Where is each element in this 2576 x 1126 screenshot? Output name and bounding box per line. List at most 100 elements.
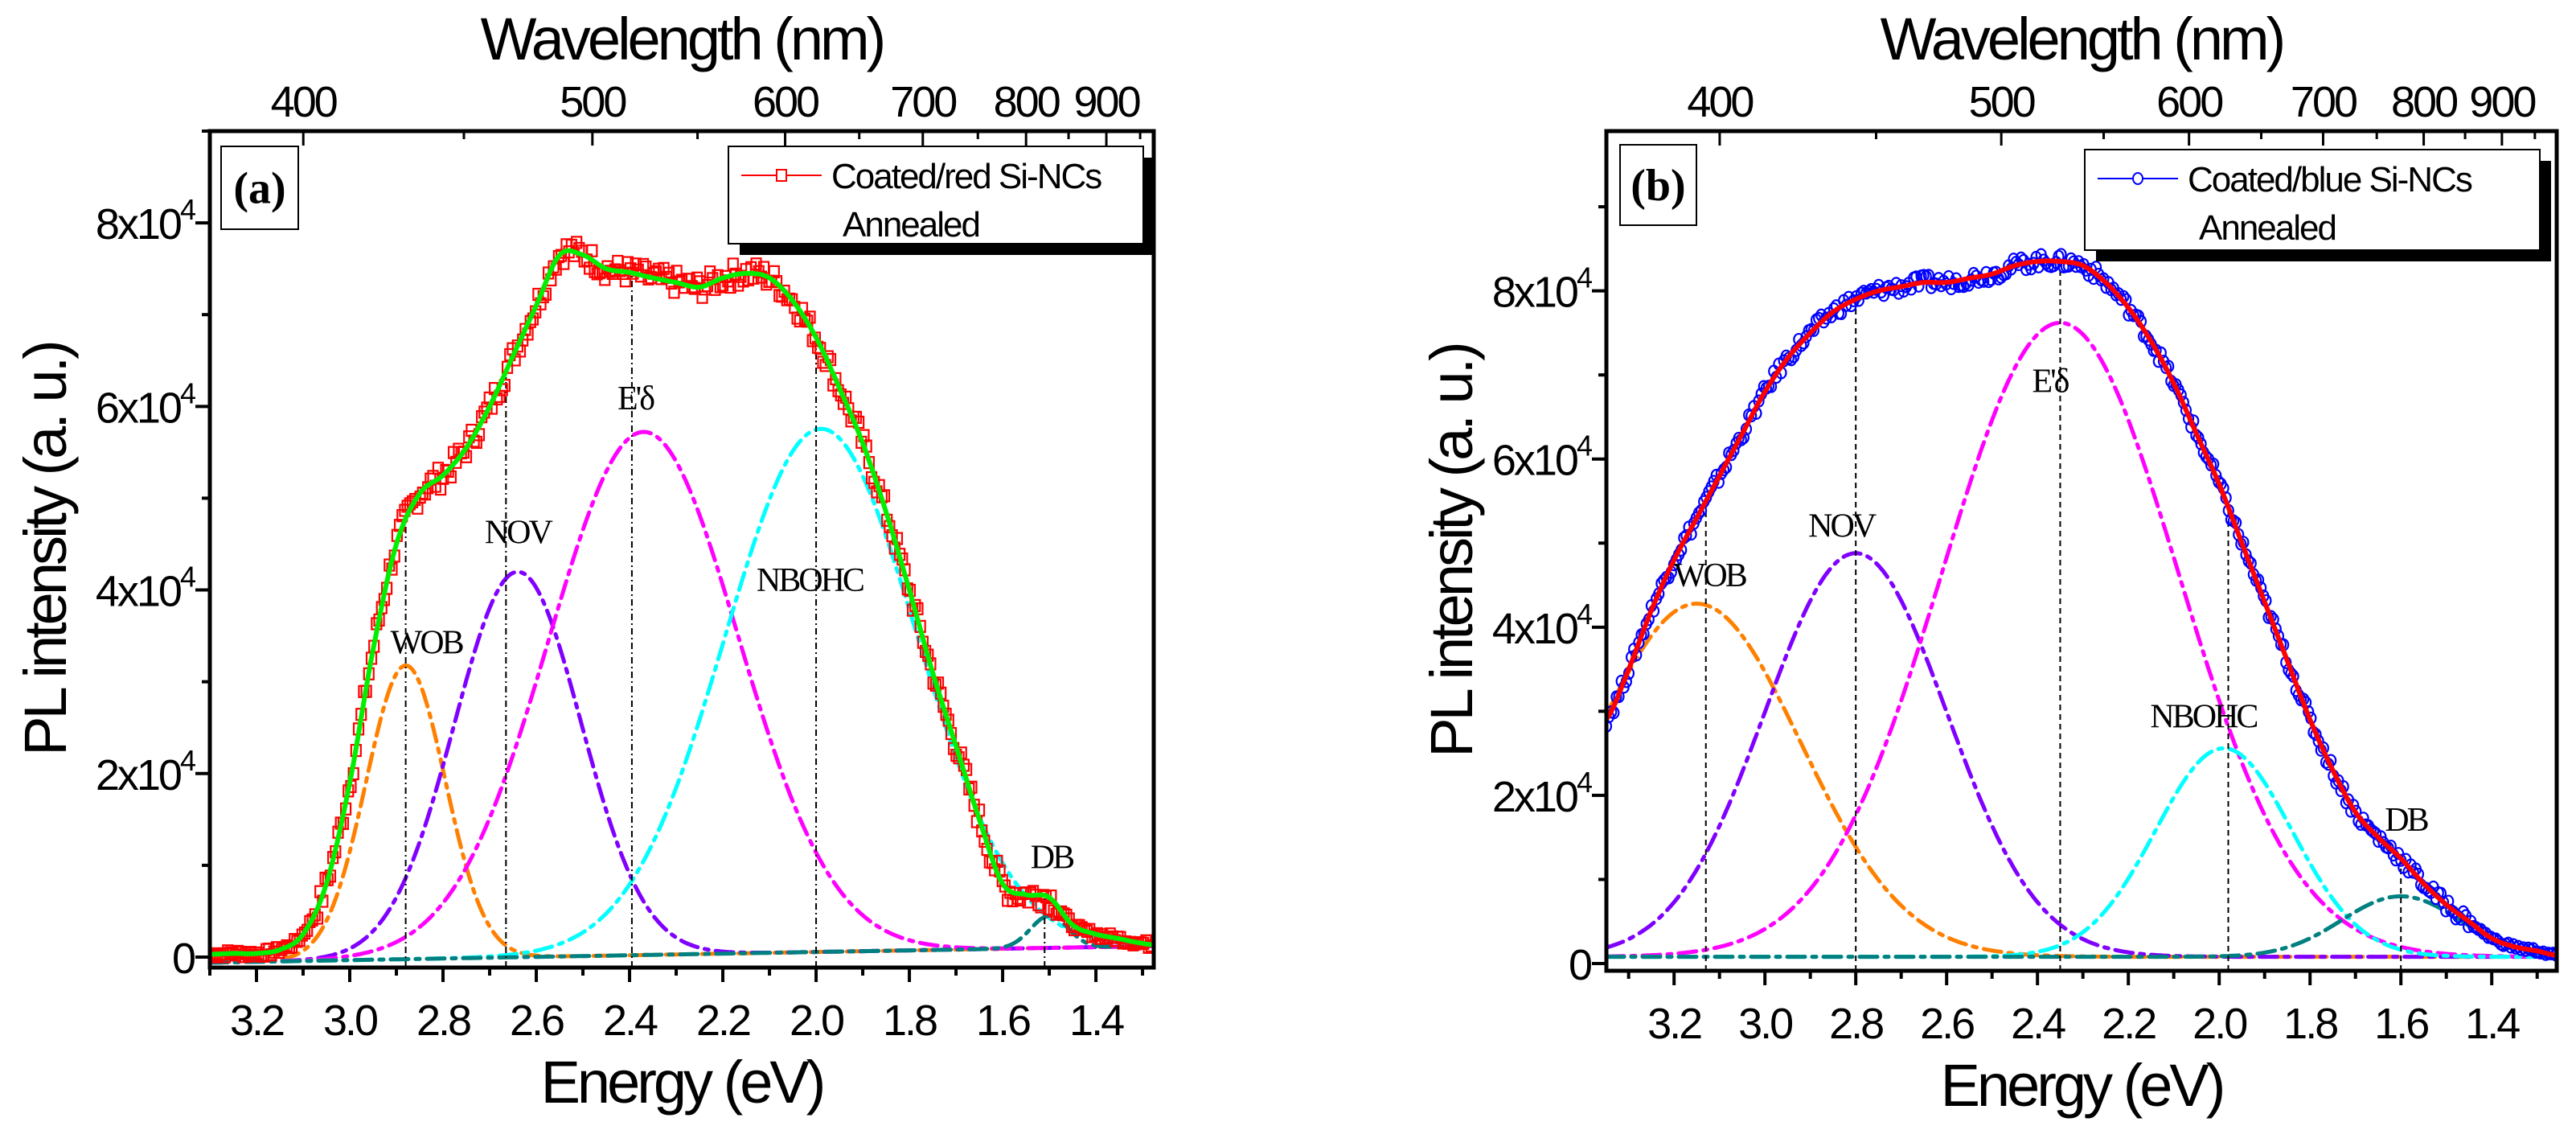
- x-tick-label: 3.0: [1738, 1000, 1792, 1048]
- y-axis-title: PL intensity (a. u.): [12, 343, 79, 756]
- x-tick-label: 3.0: [323, 997, 377, 1045]
- y-tick-label: 0: [172, 935, 195, 983]
- data-point: [768, 265, 780, 278]
- x-tick-label: 3.2: [230, 997, 284, 1045]
- x2-tick-label: 800: [2391, 78, 2457, 126]
- x-tick-label: 2.8: [416, 997, 470, 1045]
- peak-label-e: E'δ: [617, 380, 654, 417]
- fit-curve: [1606, 258, 2557, 958]
- x2-axis-title: Wavelength (nm): [481, 6, 884, 72]
- x2-tick-label: 400: [1687, 78, 1753, 126]
- y-tick-base: 6x10: [96, 384, 181, 432]
- peak-label-nbohc: NBOHC: [757, 562, 863, 599]
- data-point: [457, 446, 470, 459]
- measured-series: [1606, 248, 2557, 962]
- peak-label-db: DB: [1031, 840, 1073, 877]
- x-tick-label: 2.2: [2102, 1000, 2156, 1048]
- x-tick-label: 2.6: [1920, 1000, 1974, 1048]
- plot-frame: [207, 129, 1156, 970]
- y-tick-exponent: 4: [180, 193, 195, 226]
- y-tick-label: 8x104: [1492, 261, 1592, 317]
- data-point: [750, 257, 762, 271]
- x2-tick-label: 900: [2469, 78, 2535, 126]
- y-tick-exponent: 4: [180, 744, 195, 777]
- y-tick-label: 8x104: [96, 193, 195, 249]
- data-point: [691, 271, 703, 285]
- legend-entry-sample: Coated/red Si-NCs: [831, 157, 1101, 196]
- peak-label-wob: WOB: [1674, 557, 1746, 594]
- x-tick-label: 1.4: [1069, 997, 1124, 1045]
- data-point: [638, 257, 650, 271]
- x-tick-label: 3.2: [1647, 1000, 1701, 1048]
- data-point: [703, 265, 716, 279]
- y-tick-base: 6x10: [1492, 437, 1577, 485]
- y-tick-label: 6x104: [96, 376, 195, 432]
- peak-label-nov: NOV: [1808, 508, 1877, 545]
- legend-entry-sample: Coated/blue Si-NCs: [2188, 160, 2472, 199]
- panel-label: (b): [1631, 161, 1685, 211]
- panel-label-box: [1619, 144, 1697, 226]
- x-tick-label: 2.8: [1829, 1000, 1883, 1048]
- y-tick-exponent: 4: [1577, 598, 1592, 631]
- data-point: [1606, 719, 1613, 734]
- component-curve-db: [1606, 894, 2557, 960]
- y-tick-label: 2x104: [96, 744, 195, 799]
- x-tick-label: 2.6: [510, 997, 564, 1045]
- y-tick-base: 2x10: [1492, 773, 1577, 821]
- x2-tick-label: 600: [2156, 78, 2222, 126]
- x2-tick-label: 500: [1969, 78, 2035, 126]
- data-point: [727, 257, 739, 271]
- y-tick-label: 6x104: [1492, 429, 1592, 485]
- y-tick-base: 4x10: [96, 568, 181, 616]
- x2-axis-title: Wavelength (nm): [1881, 6, 2283, 72]
- component-curve-nov: [1606, 551, 2557, 960]
- chart-panel-b: WOB NOV E'δ NBOHC DB 3.2 3.0 2.8 2.6 2.4 2.2 2.0 1.8…: [1418, 6, 2559, 1119]
- x-tick-label: 2.2: [696, 997, 750, 1045]
- peak-label-e: E'δ: [2032, 364, 2069, 401]
- x2-tick-label: 500: [560, 78, 626, 126]
- x-tick-label: 2.0: [2192, 1000, 2246, 1048]
- legend-entry-annealed: Annealed: [843, 205, 979, 245]
- panel-label-box: [220, 146, 299, 230]
- y-tick-base: 2x10: [96, 751, 181, 799]
- x2-tick-label: 900: [1074, 78, 1140, 126]
- measured-series: [210, 236, 1154, 964]
- y-tick-exponent: 4: [1577, 429, 1592, 462]
- data-point: [786, 293, 798, 306]
- x2-tick-label: 700: [2291, 78, 2357, 126]
- legend-marker-square: [776, 169, 787, 182]
- y-tick-exponent: 4: [180, 561, 195, 594]
- peak-label-wob: WOB: [391, 625, 463, 662]
- y-tick-base: 4x10: [1492, 605, 1577, 653]
- chart-panel-a: WOB NOV E'δ NBOHC DB 3.2 3.0 2.8 2.6 2.4 2.2 2.0 1.8…: [12, 6, 1156, 1116]
- component-curve-nbohc: [1606, 746, 2557, 960]
- peak-label-nbohc: NBOHC: [2150, 699, 2257, 736]
- legend-box: [2084, 149, 2541, 251]
- x2-tick-label: 700: [890, 78, 956, 126]
- x2-tick-label: 800: [994, 78, 1060, 126]
- y-tick-base: 0: [172, 935, 195, 983]
- x-tick-label: 1.8: [883, 997, 937, 1045]
- y-tick-exponent: 4: [1577, 766, 1592, 799]
- data-point: [2115, 293, 2127, 306]
- y-tick-label: 0: [1569, 941, 1591, 989]
- x-tick-label: 2.0: [790, 997, 843, 1045]
- x2-tick-label: 400: [271, 78, 337, 126]
- peak-label-nov: NOV: [485, 515, 553, 552]
- fit-curve: [210, 248, 1154, 957]
- legend-marker-circle: [2132, 172, 2143, 185]
- component-curve-nbohc: [210, 426, 1154, 965]
- data-point: [724, 280, 736, 294]
- x-tick-label: 1.8: [2283, 1000, 2337, 1048]
- y-tick-base: 8x10: [96, 200, 181, 249]
- x2-tick-label: 600: [753, 78, 818, 126]
- data-point: [586, 244, 598, 257]
- panel-label: (a): [233, 164, 285, 214]
- x-tick-label: 2.4: [603, 997, 658, 1045]
- x-tick-label: 1.6: [976, 997, 1030, 1045]
- y-axis-title: PL intensity (a. u.): [1418, 344, 1485, 758]
- data-point: [2407, 865, 2419, 879]
- plot-area: [1606, 248, 2557, 971]
- x-axis-title: Energy (eV): [1941, 1052, 2223, 1119]
